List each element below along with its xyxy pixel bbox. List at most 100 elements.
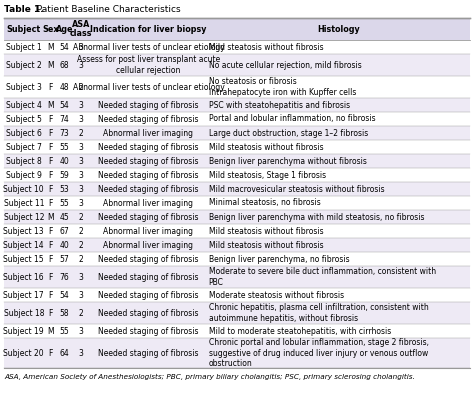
- Text: 3: 3: [79, 348, 83, 358]
- Text: 3: 3: [79, 156, 83, 166]
- Text: Subject 10: Subject 10: [3, 184, 44, 194]
- Text: Abnormal liver tests of unclear etiology: Abnormal liver tests of unclear etiology: [73, 43, 224, 51]
- Text: 45: 45: [60, 213, 70, 221]
- Bar: [4, 40, 470, 54]
- Text: 2: 2: [79, 241, 83, 249]
- Text: 2: 2: [79, 83, 83, 91]
- Bar: [4, 112, 470, 126]
- Text: 59: 59: [60, 170, 70, 180]
- Text: Subject: Subject: [7, 24, 41, 34]
- Text: F: F: [48, 290, 53, 300]
- Text: 3: 3: [79, 61, 83, 69]
- Text: Subject 12: Subject 12: [3, 213, 44, 221]
- Text: Needed staging of fibrosis: Needed staging of fibrosis: [98, 273, 199, 282]
- Text: Sex: Sex: [42, 24, 59, 34]
- Text: Large duct obstruction, stage 1–2 fibrosis: Large duct obstruction, stage 1–2 fibros…: [209, 128, 368, 138]
- Bar: [4, 182, 470, 196]
- Text: Needed staging of fibrosis: Needed staging of fibrosis: [98, 255, 199, 263]
- Text: ASA
class: ASA class: [70, 20, 92, 38]
- Text: Needed staging of fibrosis: Needed staging of fibrosis: [98, 156, 199, 166]
- Bar: [4, 140, 470, 154]
- Text: Mild steatosis without fibrosis: Mild steatosis without fibrosis: [209, 43, 323, 51]
- Text: Subject 2: Subject 2: [6, 61, 42, 69]
- Text: Abnormal liver imaging: Abnormal liver imaging: [103, 198, 193, 207]
- Text: Mild to moderate steatohepatitis, with cirrhosis: Mild to moderate steatohepatitis, with c…: [209, 326, 391, 336]
- Text: Needed staging of fibrosis: Needed staging of fibrosis: [98, 101, 199, 109]
- Text: Subject 11: Subject 11: [3, 198, 44, 207]
- Text: 53: 53: [60, 184, 70, 194]
- Text: 55: 55: [60, 142, 70, 152]
- Text: 3: 3: [79, 170, 83, 180]
- Text: F: F: [48, 198, 53, 207]
- Text: 2: 2: [79, 308, 83, 318]
- Text: Benign liver parenchyma, no fibrosis: Benign liver parenchyma, no fibrosis: [209, 255, 349, 263]
- Text: Needed staging of fibrosis: Needed staging of fibrosis: [98, 184, 199, 194]
- Text: Assess for post liver transplant acute
cellular rejection: Assess for post liver transplant acute c…: [77, 55, 220, 75]
- Text: 2: 2: [79, 128, 83, 138]
- Text: Indication for liver biopsy: Indication for liver biopsy: [90, 24, 207, 34]
- Text: Needed staging of fibrosis: Needed staging of fibrosis: [98, 170, 199, 180]
- Text: Subject 1: Subject 1: [6, 43, 42, 51]
- Text: F: F: [48, 142, 53, 152]
- Bar: [4, 266, 470, 288]
- Text: 3: 3: [79, 184, 83, 194]
- Text: Abnormal liver imaging: Abnormal liver imaging: [103, 227, 193, 235]
- Text: F: F: [48, 308, 53, 318]
- Text: 3: 3: [79, 115, 83, 124]
- Text: Abnormal liver imaging: Abnormal liver imaging: [103, 128, 193, 138]
- Text: 3: 3: [79, 101, 83, 109]
- Text: Subject 8: Subject 8: [6, 156, 42, 166]
- Bar: [4, 224, 470, 238]
- Text: Mild steatosis, Stage 1 fibrosis: Mild steatosis, Stage 1 fibrosis: [209, 170, 326, 180]
- Text: F: F: [48, 115, 53, 124]
- Text: 54: 54: [60, 43, 70, 51]
- Text: 3: 3: [79, 273, 83, 282]
- Text: 3: 3: [79, 326, 83, 336]
- Text: Subject 18: Subject 18: [3, 308, 44, 318]
- Bar: [4, 168, 470, 182]
- Text: Subject 20: Subject 20: [3, 348, 44, 358]
- Text: Needed staging of fibrosis: Needed staging of fibrosis: [98, 348, 199, 358]
- Bar: [4, 288, 470, 302]
- Text: 58: 58: [60, 308, 69, 318]
- Text: Patient Baseline Characteristics: Patient Baseline Characteristics: [31, 6, 181, 14]
- Text: Subject 17: Subject 17: [3, 290, 44, 300]
- Text: 55: 55: [60, 198, 70, 207]
- Text: 54: 54: [60, 101, 70, 109]
- Bar: [4, 210, 470, 224]
- Text: Mild steatosis without fibrosis: Mild steatosis without fibrosis: [209, 227, 323, 235]
- Text: M: M: [47, 213, 54, 221]
- Text: Subject 3: Subject 3: [6, 83, 42, 91]
- Text: Subject 4: Subject 4: [6, 101, 42, 109]
- Text: Needed staging of fibrosis: Needed staging of fibrosis: [98, 115, 199, 124]
- Bar: [4, 302, 470, 324]
- Text: Mild steatosis without fibrosis: Mild steatosis without fibrosis: [209, 241, 323, 249]
- Text: Needed staging of fibrosis: Needed staging of fibrosis: [98, 326, 199, 336]
- Text: PSC with steatohepatitis and fibrosis: PSC with steatohepatitis and fibrosis: [209, 101, 350, 109]
- Text: Subject 9: Subject 9: [6, 170, 42, 180]
- Bar: [4, 54, 470, 76]
- Text: Subject 16: Subject 16: [3, 273, 44, 282]
- Text: Subject 14: Subject 14: [3, 241, 44, 249]
- Text: Histology: Histology: [317, 24, 360, 34]
- Text: Benign liver parenchyma with mild steatosis, no fibrosis: Benign liver parenchyma with mild steato…: [209, 213, 424, 221]
- Text: Subject 19: Subject 19: [3, 326, 44, 336]
- Text: F: F: [48, 83, 53, 91]
- Text: 55: 55: [60, 326, 70, 336]
- Bar: [4, 126, 470, 140]
- Bar: [4, 154, 470, 168]
- Text: 74: 74: [60, 115, 70, 124]
- Bar: [4, 252, 470, 266]
- Text: F: F: [48, 273, 53, 282]
- Bar: [4, 98, 470, 112]
- Text: 40: 40: [60, 156, 70, 166]
- Text: Needed staging of fibrosis: Needed staging of fibrosis: [98, 142, 199, 152]
- Bar: [4, 238, 470, 252]
- Text: Subject 15: Subject 15: [3, 255, 44, 263]
- Text: M: M: [47, 326, 54, 336]
- Text: 48: 48: [60, 83, 69, 91]
- Text: 3: 3: [79, 142, 83, 152]
- Text: 3: 3: [79, 198, 83, 207]
- Text: F: F: [48, 156, 53, 166]
- Bar: [4, 196, 470, 210]
